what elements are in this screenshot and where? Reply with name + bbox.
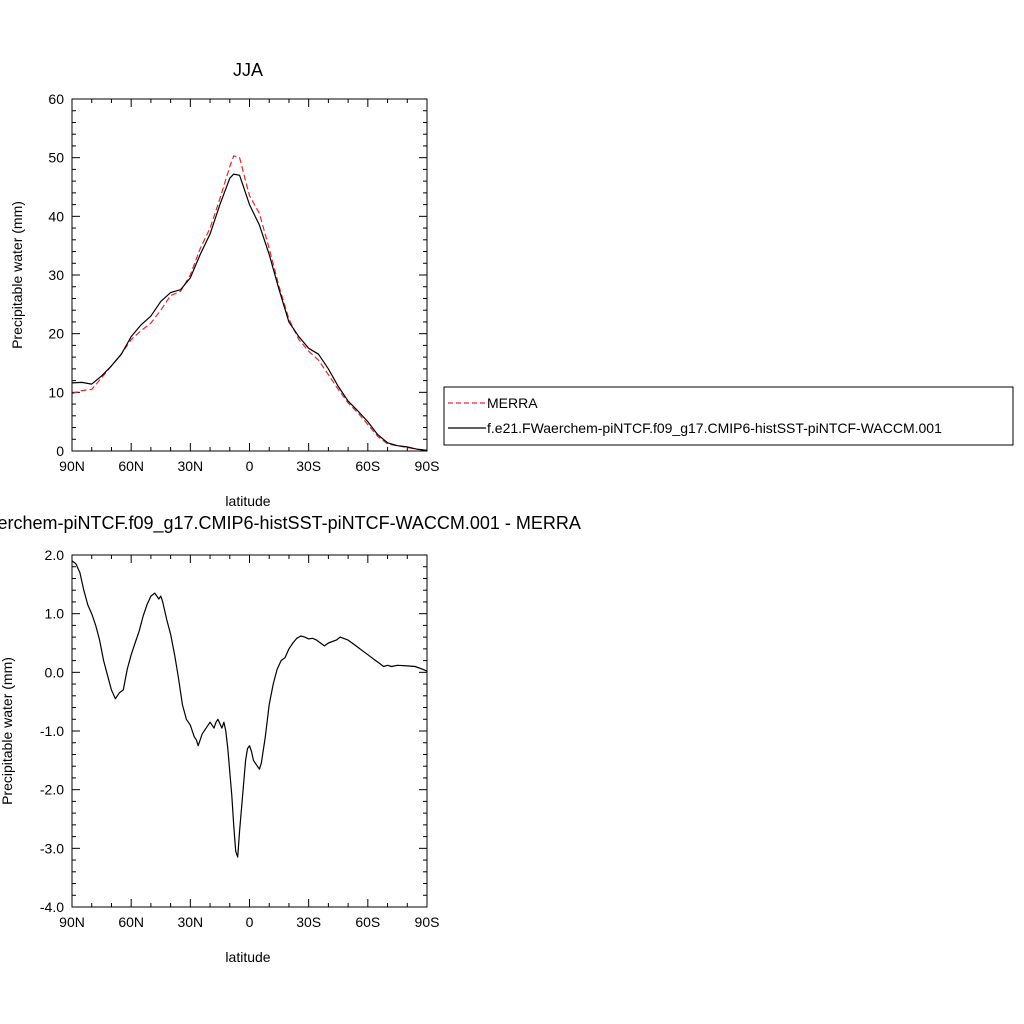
panel-1-frame xyxy=(71,98,428,452)
y-tick-label: 0 xyxy=(56,443,64,459)
x-tick-label: 60S xyxy=(355,458,380,474)
panel-1-y-axis-label: Precipitable water (mm) xyxy=(9,201,25,349)
y-tick-label: 50 xyxy=(48,150,64,166)
panel-1-title: JJA xyxy=(233,60,263,80)
x-tick-label: 90N xyxy=(59,914,85,930)
legend-entry-model: f.e21.FWaerchem-piNTCF.f09_g17.CMIP6-his… xyxy=(487,420,942,436)
x-tick-label: 30N xyxy=(177,458,203,474)
y-tick-label: -3.0 xyxy=(40,840,64,856)
y-tick-label: 2.0 xyxy=(45,547,65,563)
x-tick-label: 30N xyxy=(177,914,203,930)
x-tick-label: 30S xyxy=(296,914,321,930)
panel-2-title: f.e21.FWaerchem-piNTCF.f09_g17.CMIP6-his… xyxy=(0,513,581,534)
panel-2-x-axis-label: latitude xyxy=(225,949,270,965)
y-tick-label: 0.0 xyxy=(45,664,65,680)
x-tick-label: 0 xyxy=(246,914,254,930)
panel-1-y-tick-labels: 0 10 20 30 40 50 60 xyxy=(48,91,64,459)
panel-2-y-axis-label: Precipitable water (mm) xyxy=(0,657,15,805)
x-tick-label: 60S xyxy=(355,914,380,930)
x-tick-label: 90S xyxy=(415,458,440,474)
x-tick-label: 30S xyxy=(296,458,321,474)
series-line-1 xyxy=(71,560,428,858)
y-tick-label: 60 xyxy=(48,91,64,107)
x-tick-label: 90S xyxy=(415,914,440,930)
panel-2-x-tick-labels: 90N 60N 30N 0 30S 60S 90S xyxy=(59,914,439,930)
series-line-1 xyxy=(71,155,428,451)
panel-2-ticks xyxy=(71,554,428,908)
panel-1-ticks xyxy=(71,98,428,452)
y-tick-label: 20 xyxy=(48,326,64,342)
y-tick-label: -2.0 xyxy=(40,782,64,798)
y-tick-label: 40 xyxy=(48,208,64,224)
y-tick-label: 1.0 xyxy=(45,606,65,622)
x-tick-label: 60N xyxy=(118,914,144,930)
legend: MERRA f.e21.FWaerchem-piNTCF.f09_g17.CMI… xyxy=(443,386,1014,446)
panel-2: f.e21.FWaerchem-piNTCF.f09_g17.CMIP6-his… xyxy=(0,513,581,965)
panel-1-series xyxy=(71,155,428,451)
series-line-2 xyxy=(71,173,428,451)
x-tick-label: 60N xyxy=(118,458,144,474)
panel-2-y-tick-labels: 2.0 1.0 0.0 -1.0 -2.0 -3.0 -4.0 xyxy=(40,547,64,915)
y-tick-label: -1.0 xyxy=(40,723,64,739)
panel-2-series xyxy=(71,560,428,858)
panel-1-x-tick-labels: 90N 60N 30N 0 30S 60S 90S xyxy=(59,458,439,474)
panel-2-frame xyxy=(71,554,428,908)
panel-1: JJA 90N 60N 30N 0 30S 60S 90S 0 10 20 30 40 50 60 la… xyxy=(9,60,439,509)
y-tick-label: 10 xyxy=(48,384,64,400)
legend-entry-merra: MERRA xyxy=(487,395,538,411)
panel-1-x-axis-label: latitude xyxy=(225,493,270,509)
x-tick-label: 90N xyxy=(59,458,85,474)
x-tick-label: 0 xyxy=(246,458,254,474)
y-tick-label: -4.0 xyxy=(40,899,64,915)
legend-box xyxy=(443,386,1014,446)
y-tick-label: 30 xyxy=(48,267,64,283)
